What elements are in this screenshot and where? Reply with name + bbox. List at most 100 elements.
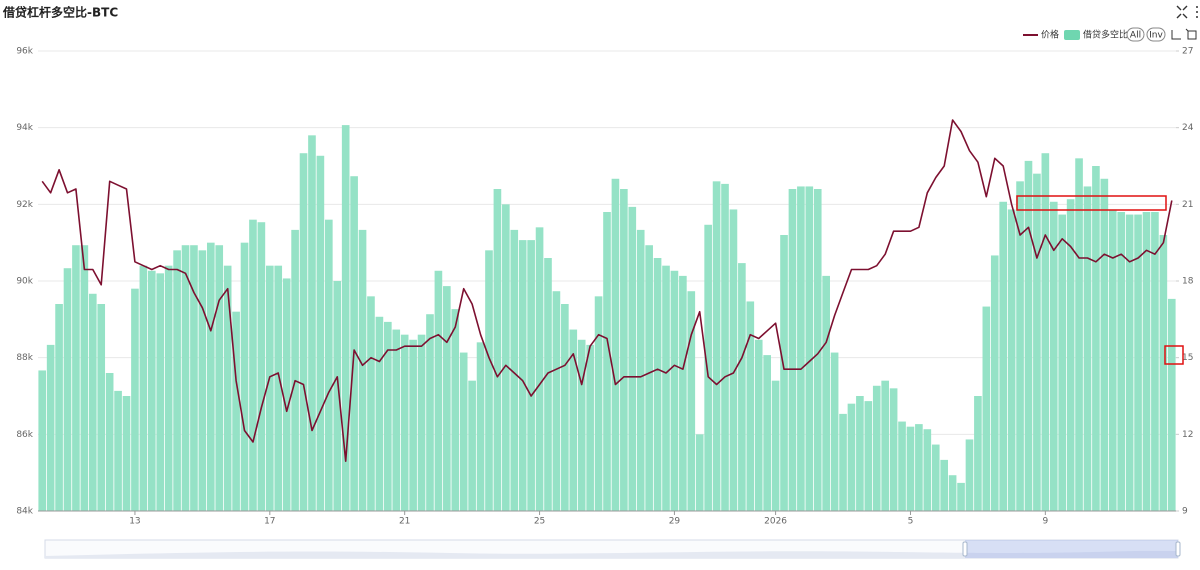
bar xyxy=(459,352,468,511)
bar xyxy=(974,396,982,511)
bar xyxy=(215,245,224,511)
inv-button[interactable] xyxy=(1146,27,1166,42)
bar xyxy=(88,293,97,511)
bar xyxy=(1134,214,1142,512)
bar xyxy=(1083,186,1092,511)
bar xyxy=(594,296,603,511)
bar xyxy=(763,355,771,511)
y-tick-label: 94k xyxy=(16,123,33,133)
bar xyxy=(1142,212,1151,511)
bar xyxy=(1016,181,1024,512)
legend-label[interactable]: 借贷多空比 xyxy=(1083,29,1128,41)
bar xyxy=(847,403,856,511)
bar xyxy=(502,204,510,512)
bar xyxy=(164,265,173,511)
bar xyxy=(611,178,620,511)
bar xyxy=(1100,178,1109,511)
bar xyxy=(881,380,889,511)
bar xyxy=(63,268,72,511)
bar xyxy=(350,176,358,511)
bar xyxy=(333,281,342,511)
y-tick-label: 86k xyxy=(16,430,33,440)
bar xyxy=(173,250,181,512)
bar xyxy=(915,424,923,511)
bar xyxy=(417,334,426,511)
bar xyxy=(577,339,586,511)
bar xyxy=(131,288,139,511)
bar xyxy=(813,189,822,511)
y-tick-label: 96k xyxy=(16,47,33,57)
inv-label[interactable]: Inv xyxy=(1149,31,1163,41)
y2-tick-label: 18 xyxy=(1182,277,1194,287)
bar xyxy=(392,329,401,511)
bar xyxy=(662,265,670,511)
bar xyxy=(628,206,637,511)
legend-label[interactable]: 价格 xyxy=(1041,29,1059,41)
bar xyxy=(771,380,780,511)
plot-area: 84k 86k 88k 90k 92k 94k 96k 9 12 15 18 21 24 27 13 17 21… xyxy=(16,47,1193,527)
y-tick-label: 88k xyxy=(16,353,33,363)
bar xyxy=(653,258,662,511)
bar xyxy=(1041,153,1050,511)
zoom-icon[interactable] xyxy=(1171,30,1181,40)
bar xyxy=(409,339,417,511)
all-button[interactable] xyxy=(1126,27,1145,42)
bar xyxy=(240,242,249,511)
bar xyxy=(72,245,80,511)
bar xyxy=(1066,199,1075,511)
more-icon[interactable] xyxy=(1196,6,1198,18)
bar xyxy=(999,201,1008,511)
zoom-preview xyxy=(45,550,1178,558)
y2-tick-label: 9 xyxy=(1182,507,1188,517)
bar xyxy=(695,434,704,511)
bar xyxy=(384,321,392,511)
bar xyxy=(982,306,991,511)
bar xyxy=(712,181,721,512)
x-tick-label: 13 xyxy=(129,517,140,527)
legend-swatch[interactable] xyxy=(1064,30,1080,40)
bar xyxy=(569,329,578,511)
bar xyxy=(232,311,240,511)
bar xyxy=(603,212,611,511)
zoom-handle[interactable] xyxy=(1175,541,1181,557)
bar xyxy=(746,301,755,511)
restore-icon[interactable] xyxy=(1185,28,1197,40)
bar xyxy=(291,229,299,511)
y2-tick-label: 12 xyxy=(1182,430,1193,440)
bar xyxy=(367,296,375,511)
fullscreen-icon[interactable] xyxy=(1176,5,1188,19)
bar xyxy=(426,314,434,511)
bar xyxy=(704,224,712,511)
bar xyxy=(400,334,409,511)
bar xyxy=(122,396,131,511)
bar xyxy=(249,219,257,511)
bar xyxy=(308,135,316,512)
bar xyxy=(181,245,190,511)
x-tick-label: 5 xyxy=(908,517,914,527)
zoom-handle[interactable] xyxy=(962,541,968,557)
y-tick-label: 92k xyxy=(16,200,33,210)
bar xyxy=(721,183,729,511)
bar xyxy=(948,475,957,511)
bar xyxy=(1033,173,1041,511)
annotations xyxy=(1016,195,1184,365)
bar xyxy=(645,245,653,511)
bar xyxy=(518,240,527,511)
bar xyxy=(931,444,940,511)
bar xyxy=(923,429,932,511)
y2-tick-label: 24 xyxy=(1182,123,1194,133)
bar xyxy=(510,229,519,511)
bar xyxy=(906,426,915,511)
bar xyxy=(114,390,122,511)
bar xyxy=(1007,209,1016,511)
data-zoom[interactable] xyxy=(44,539,1181,559)
bar xyxy=(38,370,47,511)
bar xyxy=(839,413,847,511)
bar xyxy=(1151,212,1159,511)
bar xyxy=(476,342,485,511)
zoom-window[interactable] xyxy=(965,540,1178,558)
all-label[interactable]: All xyxy=(1130,31,1141,41)
highlight-box xyxy=(1016,195,1167,211)
y2-tick-label: 27 xyxy=(1182,47,1193,57)
bar xyxy=(780,235,788,511)
